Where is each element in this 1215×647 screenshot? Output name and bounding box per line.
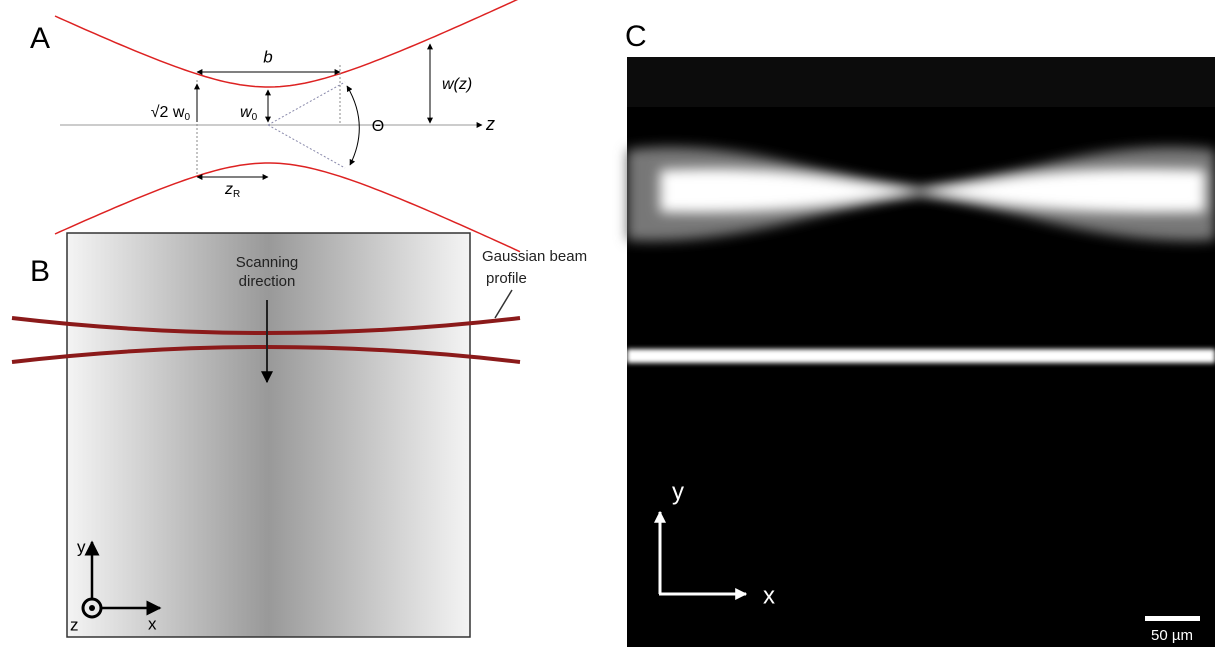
axis-label: y [672, 478, 684, 505]
asymptote [268, 125, 345, 168]
z-axis-symbol [89, 605, 95, 611]
axis-label: y [77, 537, 86, 556]
panel-label: B [30, 255, 50, 288]
axis-label: x [763, 582, 775, 609]
scale-label: 50 µm [1151, 627, 1193, 644]
axis-label: x [148, 614, 157, 633]
label: direction [239, 273, 296, 290]
label: Θ [372, 118, 384, 135]
leader [495, 290, 512, 318]
subscript: R [233, 189, 240, 200]
sample [67, 233, 470, 637]
label: √2 w0 [151, 104, 191, 122]
label: Scanning [236, 254, 299, 271]
axis-label: z [485, 114, 495, 134]
figure: A z b √2 w0 w0 Θ w(z) zR B Scanning dire… [0, 0, 1215, 647]
beam-edge [55, 0, 520, 87]
asymptote [268, 82, 345, 125]
panel-b: B Scanning direction Gaussian beam profi… [12, 233, 587, 637]
label: w(z) [442, 76, 472, 93]
panel-label: C [625, 20, 647, 53]
subscript: 0 [252, 112, 258, 123]
panel-a: A z b √2 w0 w0 Θ w(z) zR [30, 0, 520, 252]
label: w0 [240, 104, 258, 122]
scale-bar [1145, 616, 1200, 621]
text: √2 w [151, 104, 185, 121]
axis-label: z [70, 615, 79, 634]
subscript: 0 [184, 112, 190, 123]
line-beam [627, 349, 1215, 363]
panel-label: A [30, 22, 50, 55]
label: b [263, 47, 272, 66]
label: zR [224, 181, 240, 199]
text: z [224, 181, 233, 198]
background [627, 57, 1215, 107]
label: Gaussian beam [482, 248, 587, 265]
panel-c: C y x 50 µm [625, 20, 1215, 647]
label: profile [486, 270, 527, 287]
